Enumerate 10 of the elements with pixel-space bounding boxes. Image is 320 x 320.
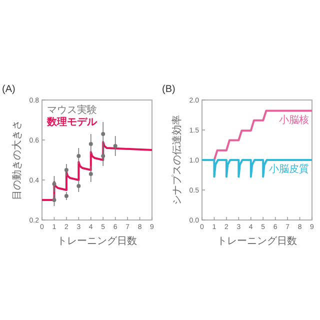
title: (A) xyxy=(2,84,16,95)
ylabel: シナプスの伝達効率 xyxy=(172,115,183,205)
series-label: 小脳核 xyxy=(279,114,309,126)
series-label: 小脳皮質 xyxy=(269,164,309,175)
legend: 数理モデル xyxy=(47,117,97,128)
xlabel: トレーニング日数 xyxy=(57,236,137,247)
xlabel: トレーニング日数 xyxy=(217,236,297,247)
legend: マウス実験 xyxy=(47,105,97,116)
title: (B) xyxy=(162,84,176,95)
ylabel: 目の動きの大きさ xyxy=(12,120,23,200)
